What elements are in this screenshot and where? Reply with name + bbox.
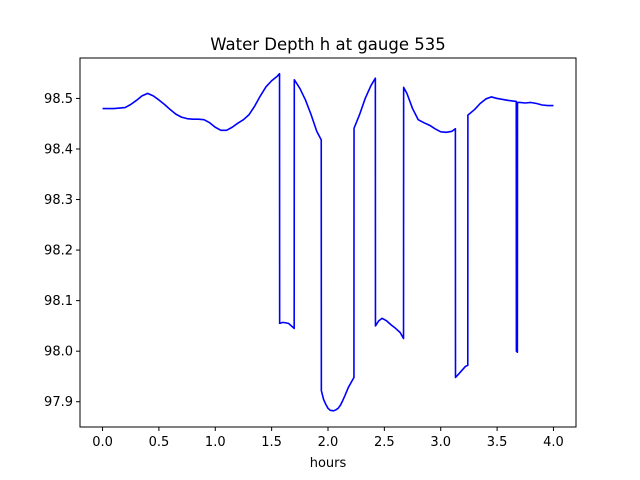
plot-area bbox=[102, 72, 554, 412]
x-tick-label: 1.5 bbox=[261, 435, 282, 450]
x-tick-label: 0.5 bbox=[149, 435, 170, 450]
y-tick-label: 98.1 bbox=[44, 294, 73, 309]
x-tick-label: 0.0 bbox=[92, 435, 113, 450]
x-axis-label: hours bbox=[310, 456, 347, 471]
x-tick-label: 1.0 bbox=[205, 435, 226, 450]
y-tick-label: 98.3 bbox=[44, 193, 73, 208]
chart-title: Water Depth h at gauge 535 bbox=[210, 35, 445, 54]
plot-frame bbox=[79, 57, 577, 428]
y-axis: 97.9 98.0 98.1 98.2 98.3 98.4 98.5 bbox=[44, 92, 80, 410]
x-tick-label: 4.0 bbox=[543, 435, 564, 450]
x-tick-label: 2.5 bbox=[374, 435, 395, 450]
series-line bbox=[102, 72, 554, 412]
x-tick-label: 3.0 bbox=[430, 435, 451, 450]
y-tick-label: 97.9 bbox=[44, 395, 73, 410]
y-tick-label: 98.0 bbox=[44, 345, 73, 360]
x-axis: 0.0 0.5 1.0 1.5 2.0 2.5 3.0 3.5 4.0 bbox=[92, 427, 564, 450]
y-tick-label: 98.2 bbox=[44, 244, 73, 259]
y-tick-label: 98.5 bbox=[44, 92, 73, 107]
x-tick-label: 3.5 bbox=[487, 435, 508, 450]
x-tick-label: 2.0 bbox=[318, 435, 339, 450]
y-tick-label: 98.4 bbox=[44, 142, 73, 157]
